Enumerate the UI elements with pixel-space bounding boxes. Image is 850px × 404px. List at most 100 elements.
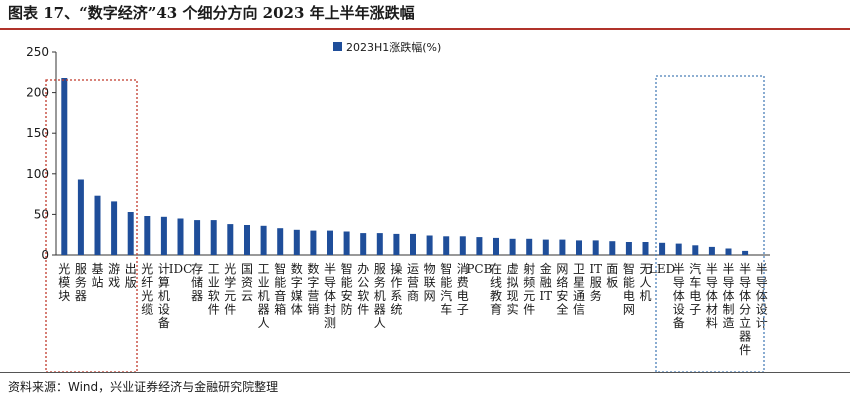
x-tick-label: 消费电子 [457,262,469,317]
x-tick-label: 物联网 [424,262,436,303]
bar [293,229,300,255]
title-rule [0,28,850,30]
bar [725,248,732,255]
bar [559,239,566,255]
x-tick-label: 服务机器人 [374,262,386,330]
x-tick-label: 汽车电子 [689,261,701,317]
bar [227,224,234,255]
bars [61,78,749,255]
x-tick-label: LED [649,262,675,276]
x-tick-label: 射频元件 [523,261,535,317]
x-tick-label: 智能音箱 [274,261,286,317]
bar [642,242,649,255]
x-tick-label: 操作系统 [390,261,402,317]
x-tick-label: IDC [169,262,193,276]
x-tick-label: 存储器 [191,262,203,303]
x-tick-label: 半导体封测 [324,262,336,330]
bar [244,225,250,255]
y-axis: 0 50 100 150 200 250 [26,45,770,262]
bar [177,218,184,255]
x-tick-label: PCB [466,262,492,276]
bar [194,220,201,255]
bar [576,240,582,255]
bar [742,250,749,255]
source-rule [0,372,850,373]
y-tick-label: 50 [34,207,49,221]
bar [609,241,616,255]
x-tick-label: 工业软件 [208,262,220,317]
bar [410,233,416,255]
x-tick-label: 计算机设备 [158,262,170,330]
x-tick-label: 半导体分立器件 [739,262,751,357]
x-tick-label: 服务器 [75,262,87,303]
bar [443,236,450,255]
x-tick-label: 网络安全 [556,262,568,317]
x-tick-label: 光模块 [58,262,70,303]
x-tick-label: 工业机器人 [258,262,270,330]
bar [493,237,499,255]
x-tick-label: 半导体材料 [706,262,718,330]
bar [526,238,533,255]
y-tick-label: 200 [26,86,49,100]
x-tick-label: 基站 [91,262,103,290]
bar [625,242,632,255]
bar [542,239,549,255]
bar [111,201,118,255]
bar [393,233,400,255]
x-tick-label: 办公软件 [357,261,369,317]
x-tick-label: 虚拟现实 [507,262,519,317]
x-tick-label: 智能汽车 [440,261,452,317]
bar [343,231,350,255]
y-tick-label: 0 [41,248,49,262]
bar [509,238,516,255]
bar [210,220,217,255]
x-axis-labels: 光模块服务器基站游戏出版光纤光缆计算机设备IDC存储器工业软件光学元件国资云工业… [58,261,767,357]
bar [360,233,367,255]
bar [476,237,483,255]
bar [127,212,134,255]
bar [376,233,383,255]
highlight-box-right [655,75,765,372]
x-tick-label: 金融 IT [539,261,552,303]
x-tick-label: 数字营销 [307,261,319,317]
bar [160,216,167,255]
x-tick-label: 数字媒体 [291,261,303,317]
source-note: 资料来源：Wind，兴业证券经济与金融研究院整理 [8,380,279,394]
x-tick-label: IT 服务 [589,262,602,303]
x-tick-label: 半导体设计 [756,262,768,330]
bar [94,195,101,255]
x-tick-label: 运营商 [407,262,419,303]
x-tick-label: 半导体设备 [673,262,685,330]
figure-title: 图表 17、“数字经济”43 个细分方向 2023 年上半年涨跌幅 [8,4,415,22]
y-tick-label: 100 [26,167,49,181]
x-tick-label: 国资云 [241,262,253,303]
bar [592,240,599,255]
legend-swatch [333,42,342,51]
bar [426,235,433,255]
y-tick-label: 250 [26,45,49,59]
highlight-box-left [45,79,138,372]
x-tick-label: 卫星通信 [573,262,585,317]
x-tick-label: 光纤光缆 [141,262,153,317]
bar [310,230,317,255]
chart-legend: 2023H1涨跌幅(%) [333,40,441,54]
bar [260,225,267,255]
bar-chart: 2023H1涨跌幅(%) 0 50 100 150 200 250 光模块服务器基站游戏出… [26,40,770,372]
x-tick-label: 出版 [125,262,137,290]
bar [659,242,666,255]
x-tick-label: 智能电网 [623,261,635,317]
bar [277,228,284,255]
legend-label: 2023H1涨跌幅(%) [346,40,441,54]
y-tick-label: 150 [26,126,49,140]
bar [61,78,68,255]
x-tick-label: 无人机 [639,262,651,303]
bar [327,230,333,255]
x-tick-label: 游戏 [108,262,120,290]
x-tick-label: 半导体制造 [722,262,734,330]
bar [675,243,682,255]
bar [692,245,699,255]
x-tick-label: 光学元件 [224,262,236,317]
bar [708,246,715,255]
x-tick-label: 智能安防 [341,261,353,317]
bar [144,216,151,255]
